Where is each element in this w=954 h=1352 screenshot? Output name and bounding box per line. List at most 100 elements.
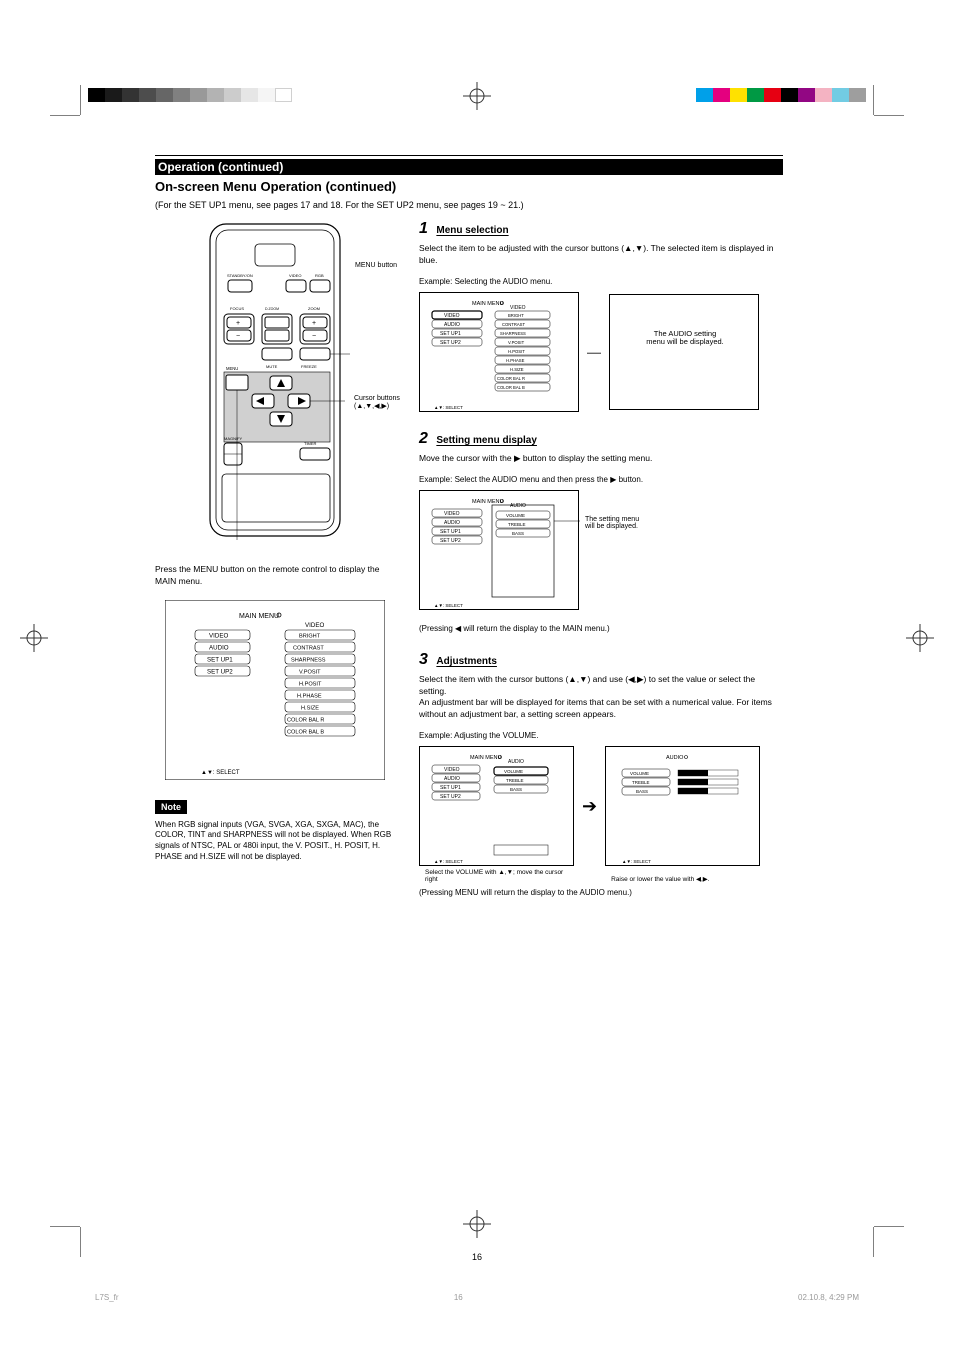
svg-text:V.POSIT: V.POSIT	[508, 340, 525, 345]
svg-text:SHARPNESS: SHARPNESS	[500, 331, 526, 336]
step-body: Select the item to be adjusted with the …	[419, 243, 783, 267]
menu-instruction-text: Press the MENU button on the remote cont…	[155, 563, 395, 588]
menu-screen-after: The AUDIO settingmenu will be displayed.	[609, 294, 759, 410]
step-1: 1 Menu selection Select the item to be a…	[419, 220, 783, 412]
transition-dash: —	[587, 344, 601, 360]
step-title: Adjustments	[436, 656, 497, 667]
adjust-caption: Raise or lower the value with ◀,▶.	[611, 876, 761, 883]
grayscale-registration-bar	[88, 88, 292, 102]
svg-text:H.PHASE: H.PHASE	[506, 358, 525, 363]
svg-text:VOLUME: VOLUME	[630, 771, 649, 776]
svg-text:H.PHASE: H.PHASE	[297, 693, 322, 699]
svg-text:AUDIO: AUDIO	[510, 503, 526, 509]
svg-text:AUDIO: AUDIO	[444, 520, 460, 526]
svg-text:SET UP2: SET UP2	[440, 340, 461, 346]
svg-text:VIDEO: VIDEO	[444, 767, 460, 773]
svg-text:COLOR BAL R: COLOR BAL R	[287, 717, 324, 723]
menu-screen-step3b: AUDIO VOLUME TREBLE BASS	[605, 746, 760, 866]
example-heading: Example: Selecting the AUDIO menu.	[419, 277, 783, 286]
color-registration-bar	[696, 88, 866, 102]
svg-text:COLOR BAL B: COLOR BAL B	[497, 385, 525, 390]
svg-text:▲▼: SELECT: ▲▼: SELECT	[622, 859, 651, 864]
svg-text:CONTRAST: CONTRAST	[502, 322, 525, 327]
svg-text:FOCUS: FOCUS	[230, 306, 244, 311]
menu-screen-step2: MAIN MENU VIDEO AUDIO SET UP1 SET UP2 AU…	[419, 490, 579, 610]
svg-text:−: −	[312, 333, 316, 340]
svg-text:AUDIO: AUDIO	[444, 322, 460, 328]
svg-text:SET UP2: SET UP2	[440, 538, 461, 544]
registration-target-icon	[906, 624, 934, 652]
svg-text:FREEZE: FREEZE	[301, 364, 317, 369]
svg-text:TREBLE: TREBLE	[508, 522, 526, 527]
svg-text:V.POSIT: V.POSIT	[299, 669, 321, 675]
svg-text:MAGNIFY: MAGNIFY	[224, 436, 243, 441]
svg-text:AUDIO: AUDIO	[508, 759, 524, 765]
page-number: 16	[0, 1252, 954, 1262]
footer-center: 16	[454, 1293, 463, 1302]
svg-text:▲▼: SELECT: ▲▼: SELECT	[434, 603, 463, 608]
svg-text:AUDIO: AUDIO	[666, 755, 684, 761]
svg-text:ZOOM: ZOOM	[308, 306, 320, 311]
left-column: STANDBY/ON VIDEO RGB FOCUS ZOOM + − + −	[155, 220, 395, 897]
arrow-right-icon: ➔	[582, 796, 597, 817]
svg-text:BRIGHT: BRIGHT	[299, 633, 321, 639]
svg-text:TREBLE: TREBLE	[506, 778, 524, 783]
svg-text:SET UP2: SET UP2	[207, 668, 233, 675]
svg-text:SET UP1: SET UP1	[207, 656, 233, 663]
svg-text:SET UP2: SET UP2	[440, 794, 461, 800]
setting-menu-callout: The setting menuwill be displayed.	[585, 516, 685, 531]
rule-thin	[155, 155, 783, 156]
svg-text:MAIN MENU: MAIN MENU	[470, 755, 502, 761]
svg-text:BASS: BASS	[636, 789, 648, 794]
crop-mark	[50, 85, 80, 115]
note-text: When RGB signal inputs (VGA, SVGA, XGA, …	[155, 820, 395, 863]
svg-text:MUTE: MUTE	[266, 364, 278, 369]
svg-text:VIDEO: VIDEO	[510, 305, 526, 311]
svg-text:D.ZOOM: D.ZOOM	[265, 307, 279, 311]
print-footer: L7S_fr 16 02.10.8, 4:29 PM	[95, 1293, 859, 1302]
svg-text:VIDEO: VIDEO	[444, 313, 460, 319]
svg-text:+: +	[312, 320, 316, 327]
select-caption: Select the VOLUME with ▲,▼; move the cur…	[425, 869, 575, 883]
example-heading: Example: Adjusting the VOLUME.	[419, 731, 783, 740]
registration-target-icon	[20, 624, 48, 652]
registration-target-icon	[463, 82, 491, 110]
step-number: 2	[419, 430, 428, 447]
svg-text:+: +	[236, 320, 240, 327]
svg-text:SET UP1: SET UP1	[440, 331, 461, 337]
menu-button-callout: MENU button	[355, 262, 440, 270]
svg-text:SET UP1: SET UP1	[440, 785, 461, 791]
svg-text:TIMER: TIMER	[304, 441, 317, 446]
svg-text:SET UP1: SET UP1	[440, 529, 461, 535]
example-heading: Example: Select the AUDIO menu and then …	[419, 475, 783, 484]
step-2: 2 Setting menu display Move the cursor w…	[419, 430, 783, 633]
svg-text:COLOR BAL R: COLOR BAL R	[497, 376, 525, 381]
step-number: 1	[419, 220, 428, 237]
svg-text:VIDEO: VIDEO	[209, 632, 228, 639]
svg-text:STANDBY/ON: STANDBY/ON	[227, 273, 253, 278]
svg-text:BASS: BASS	[510, 787, 522, 792]
svg-text:RGB: RGB	[315, 273, 324, 278]
svg-text:H.SIZE: H.SIZE	[510, 367, 524, 372]
page-title: On-screen Menu Operation (continued)	[155, 179, 783, 194]
main-menu-diagram: MAIN MENU VIDEO AUDIO SET UP1 SET UP2 VI…	[165, 600, 385, 785]
menu-screen-before: MAIN MENU VIDEO AUDIO SET UP1 SET UP2 VI…	[419, 292, 579, 412]
svg-text:VIDEO: VIDEO	[289, 273, 301, 278]
step-body: Move the cursor with the ▶ button to dis…	[419, 453, 783, 465]
svg-text:−: −	[236, 333, 240, 340]
svg-text:AUDIO: AUDIO	[444, 776, 460, 782]
svg-text:BRIGHT: BRIGHT	[508, 313, 524, 318]
svg-text:MENU: MENU	[226, 366, 238, 371]
note-badge: Note	[155, 800, 187, 814]
page-content: Operation (continued) On-screen Menu Ope…	[155, 155, 783, 897]
crop-mark	[874, 85, 904, 115]
svg-text:▲▼: SELECT: ▲▼: SELECT	[434, 859, 463, 864]
section-bar: Operation (continued)	[155, 159, 783, 175]
footer-right: 02.10.8, 4:29 PM	[798, 1293, 859, 1302]
svg-text:VIDEO: VIDEO	[305, 622, 324, 629]
svg-text:VOLUME: VOLUME	[506, 513, 525, 518]
registration-target-icon	[463, 1210, 491, 1238]
after-caption: The AUDIO settingmenu will be displayed.	[620, 330, 750, 347]
svg-text:BASS: BASS	[512, 531, 524, 536]
menu-screen-step3a: MAIN MENU VIDEO AUDIO SET UP1 SET UP2 AU…	[419, 746, 574, 866]
